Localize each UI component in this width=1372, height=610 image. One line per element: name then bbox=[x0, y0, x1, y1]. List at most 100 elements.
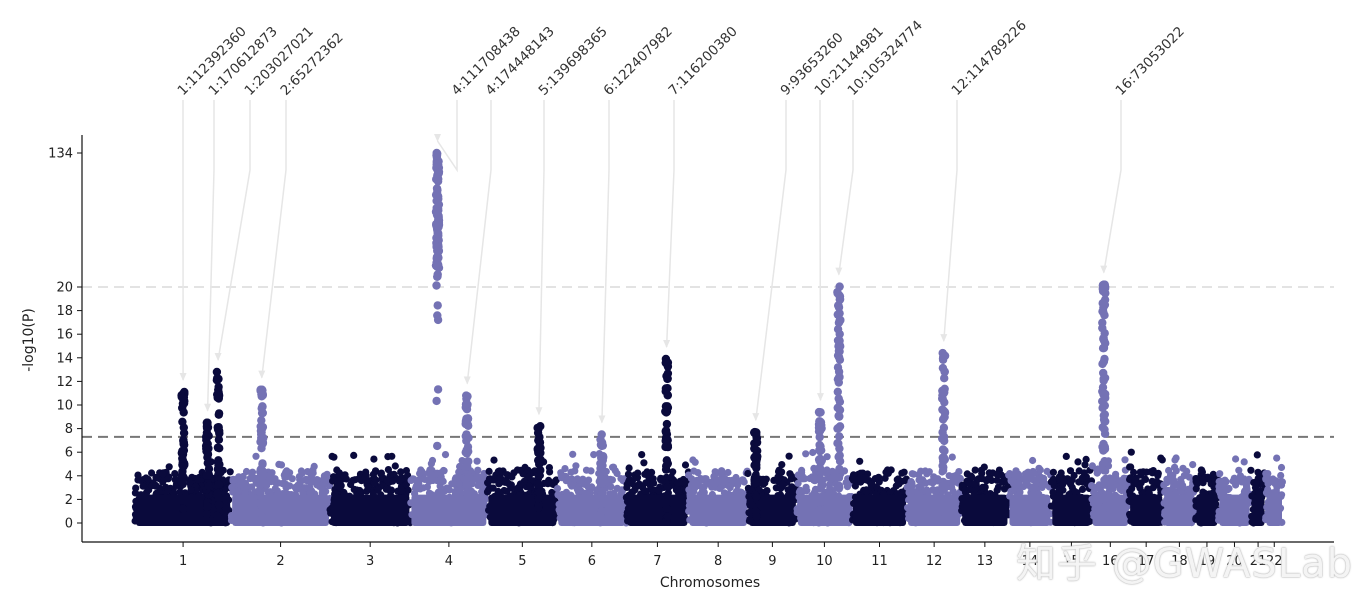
peak-point bbox=[1098, 359, 1107, 369]
peak-point bbox=[835, 444, 844, 453]
data-point bbox=[807, 474, 815, 482]
data-point bbox=[1022, 479, 1030, 487]
data-point bbox=[763, 487, 771, 495]
peak-point bbox=[534, 456, 543, 465]
arrow-head bbox=[535, 407, 543, 416]
data-point bbox=[504, 479, 512, 487]
peak-point bbox=[815, 505, 824, 515]
point-band bbox=[1219, 494, 1250, 526]
peak-point bbox=[178, 417, 187, 426]
data-point bbox=[569, 450, 577, 458]
data-point bbox=[623, 483, 631, 491]
peak-point bbox=[204, 464, 214, 474]
data-point bbox=[377, 469, 385, 477]
data-point bbox=[458, 457, 466, 465]
peak-point bbox=[1098, 397, 1107, 406]
peak-point bbox=[1100, 442, 1110, 451]
peak-point bbox=[1101, 417, 1110, 426]
chromosome-7-points bbox=[622, 451, 693, 526]
data-point bbox=[1078, 485, 1087, 493]
data-point bbox=[1235, 466, 1243, 474]
peak-chr10-points bbox=[833, 282, 845, 509]
peak-point bbox=[258, 460, 267, 469]
data-point bbox=[886, 489, 894, 497]
data-point bbox=[968, 473, 976, 481]
y-tick-label: 134 bbox=[48, 147, 73, 162]
data-point bbox=[139, 482, 147, 490]
peak-point bbox=[432, 151, 441, 160]
peak-point bbox=[598, 487, 607, 496]
point-band bbox=[689, 494, 747, 526]
data-point bbox=[524, 466, 532, 474]
peak-point bbox=[535, 481, 544, 490]
peak-point bbox=[835, 483, 844, 492]
data-point bbox=[513, 466, 522, 474]
chromosome-6-points bbox=[553, 450, 630, 527]
data-point bbox=[1070, 471, 1078, 480]
data-point bbox=[628, 480, 636, 488]
y-tick-label: 4 bbox=[65, 469, 73, 484]
data-point bbox=[1126, 488, 1134, 496]
peak-point bbox=[834, 473, 844, 482]
peak-point bbox=[461, 431, 471, 440]
data-point bbox=[1126, 463, 1134, 471]
data-point bbox=[291, 483, 299, 491]
data-point bbox=[485, 467, 493, 475]
point-band bbox=[232, 494, 329, 526]
peak-point bbox=[835, 432, 844, 441]
data-point bbox=[384, 466, 392, 474]
data-point bbox=[716, 484, 724, 492]
data-point bbox=[1029, 456, 1037, 465]
peak-point bbox=[1098, 318, 1107, 327]
peak-point bbox=[833, 495, 843, 504]
data-point bbox=[734, 479, 742, 487]
arrow-head bbox=[752, 413, 760, 422]
data-point bbox=[1189, 461, 1197, 469]
data-point bbox=[867, 480, 875, 488]
chromosome-15-points bbox=[1047, 452, 1096, 527]
peak-point bbox=[815, 456, 824, 465]
data-point bbox=[1269, 489, 1277, 497]
x-tick-label: 2 bbox=[276, 554, 284, 569]
data-point bbox=[271, 475, 279, 483]
data-point bbox=[306, 483, 314, 492]
arrow-head bbox=[940, 334, 948, 343]
data-point bbox=[1090, 489, 1098, 497]
data-point bbox=[1130, 468, 1138, 476]
data-point bbox=[785, 452, 793, 460]
data-point bbox=[355, 475, 363, 483]
data-point bbox=[503, 487, 511, 495]
data-point bbox=[370, 474, 378, 482]
peak-point bbox=[178, 454, 187, 463]
chromosome-13-points bbox=[958, 463, 1012, 527]
arrow-head bbox=[663, 339, 671, 348]
data-point bbox=[1232, 455, 1240, 463]
data-point bbox=[389, 477, 397, 485]
peak-point bbox=[203, 448, 212, 457]
point-band bbox=[1196, 494, 1218, 526]
peak-point bbox=[433, 272, 442, 281]
peak-point bbox=[663, 512, 673, 521]
peak-chr12-points bbox=[938, 348, 950, 518]
peak-point bbox=[940, 388, 949, 397]
chromosome-17-points bbox=[1125, 448, 1167, 526]
peak-point bbox=[178, 446, 187, 455]
data-point bbox=[1100, 476, 1108, 484]
data-point bbox=[370, 479, 378, 487]
peak-chr10-points bbox=[814, 407, 827, 515]
x-tick-label: 13 bbox=[977, 554, 994, 569]
data-point bbox=[613, 469, 621, 478]
data-point bbox=[418, 468, 426, 476]
y-tick-label: 6 bbox=[65, 446, 73, 461]
data-point bbox=[1277, 471, 1285, 480]
data-point bbox=[233, 487, 241, 495]
data-point bbox=[1216, 470, 1224, 478]
data-point bbox=[862, 488, 871, 496]
peak-point bbox=[462, 394, 471, 403]
x-tick-label: 8 bbox=[714, 554, 722, 569]
x-tick-label: 19 bbox=[1199, 554, 1216, 569]
point-band bbox=[1164, 494, 1195, 526]
peak-point bbox=[212, 367, 222, 377]
data-point bbox=[443, 484, 451, 492]
annotation-arrow bbox=[538, 100, 545, 415]
